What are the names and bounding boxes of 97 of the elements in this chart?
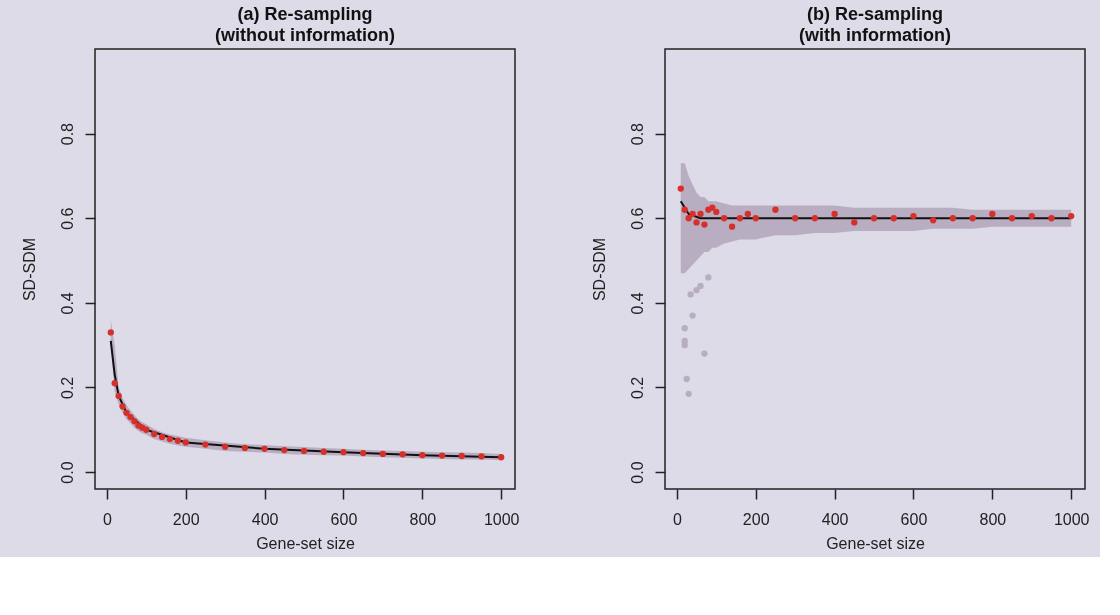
point bbox=[969, 215, 976, 222]
point bbox=[693, 219, 700, 226]
point bbox=[1028, 212, 1035, 220]
y-tick-label: 0.0 bbox=[58, 461, 76, 484]
point bbox=[320, 448, 327, 455]
y-tick-label: 0.4 bbox=[58, 292, 76, 315]
point bbox=[438, 452, 446, 459]
point bbox=[890, 215, 897, 222]
point bbox=[182, 439, 189, 446]
y-tick-label: 0.8 bbox=[628, 122, 646, 146]
point bbox=[709, 204, 716, 211]
point bbox=[811, 215, 819, 222]
point bbox=[1008, 215, 1016, 222]
point bbox=[458, 452, 465, 460]
point bbox=[241, 444, 249, 452]
y-tick-label: 0.8 bbox=[58, 122, 76, 146]
point bbox=[300, 447, 308, 455]
point bbox=[910, 212, 917, 220]
point bbox=[949, 215, 957, 222]
point bbox=[498, 454, 505, 461]
point bbox=[399, 451, 406, 458]
point bbox=[281, 446, 288, 454]
point bbox=[720, 215, 728, 222]
point bbox=[736, 215, 744, 222]
point bbox=[115, 392, 122, 400]
point bbox=[202, 441, 209, 448]
point bbox=[1068, 212, 1075, 220]
point bbox=[701, 221, 708, 228]
point bbox=[419, 452, 426, 459]
point bbox=[705, 274, 712, 281]
point bbox=[687, 291, 694, 298]
y-tick-label: 0.2 bbox=[628, 376, 646, 400]
y-tick-label: 0.6 bbox=[628, 207, 646, 230]
point bbox=[107, 329, 114, 336]
x-tick-label: 400 bbox=[251, 510, 279, 528]
point bbox=[851, 219, 858, 226]
x-tick-label: 0 bbox=[672, 510, 682, 528]
chart-title: (b) Re-sampling (with information) bbox=[799, 4, 951, 45]
point bbox=[689, 312, 696, 319]
point bbox=[340, 449, 347, 456]
point bbox=[752, 215, 759, 222]
x-tick-label: 1000 bbox=[483, 510, 520, 528]
x-tick-label: 800 bbox=[979, 510, 1007, 528]
point bbox=[174, 437, 181, 444]
point bbox=[111, 380, 118, 387]
y-tick-label: 0.0 bbox=[628, 461, 646, 484]
point bbox=[681, 325, 688, 332]
point bbox=[697, 210, 704, 218]
point bbox=[689, 210, 696, 218]
y-axis-title: SD-SDM bbox=[590, 237, 608, 302]
x-tick-label: 0 bbox=[102, 510, 112, 528]
x-axis-title: Gene-set size bbox=[256, 534, 355, 552]
point bbox=[221, 443, 229, 450]
x-tick-label: 200 bbox=[742, 510, 770, 528]
point bbox=[693, 287, 700, 294]
point bbox=[131, 418, 138, 425]
point bbox=[1048, 215, 1055, 222]
x-tick-label: 200 bbox=[172, 510, 200, 528]
point bbox=[123, 409, 130, 416]
point bbox=[744, 210, 751, 218]
x-tick-label: 600 bbox=[900, 510, 928, 528]
point bbox=[831, 210, 838, 218]
point bbox=[728, 223, 736, 230]
point bbox=[143, 426, 150, 433]
x-axis-title: Gene-set size bbox=[826, 534, 925, 552]
point bbox=[478, 453, 485, 460]
x-tick-label: 600 bbox=[330, 510, 358, 528]
point bbox=[681, 206, 688, 213]
point bbox=[119, 403, 126, 410]
point bbox=[870, 215, 878, 222]
x-tick-label: 800 bbox=[409, 510, 437, 528]
point bbox=[713, 208, 720, 216]
point bbox=[261, 445, 268, 452]
x-tick-label: 1000 bbox=[1053, 510, 1090, 528]
point bbox=[989, 210, 996, 218]
point bbox=[930, 217, 937, 224]
point bbox=[360, 449, 367, 457]
point bbox=[150, 430, 158, 438]
point bbox=[379, 450, 387, 458]
y-tick-label: 0.2 bbox=[58, 376, 76, 400]
point bbox=[685, 215, 692, 222]
point bbox=[685, 390, 692, 397]
point bbox=[791, 215, 799, 222]
y-tick-label: 0.4 bbox=[628, 292, 646, 315]
point bbox=[158, 433, 166, 441]
chart-title: (a) Re-sampling (without information) bbox=[215, 4, 395, 45]
y-tick-label: 0.6 bbox=[58, 207, 76, 230]
point bbox=[127, 413, 134, 421]
point bbox=[701, 350, 708, 357]
point bbox=[697, 282, 704, 290]
point bbox=[677, 185, 684, 192]
point bbox=[772, 206, 779, 213]
point bbox=[683, 375, 690, 383]
x-tick-label: 400 bbox=[821, 510, 849, 528]
point bbox=[166, 435, 174, 443]
y-axis-title: SD-SDM bbox=[20, 237, 38, 302]
point bbox=[681, 342, 688, 349]
